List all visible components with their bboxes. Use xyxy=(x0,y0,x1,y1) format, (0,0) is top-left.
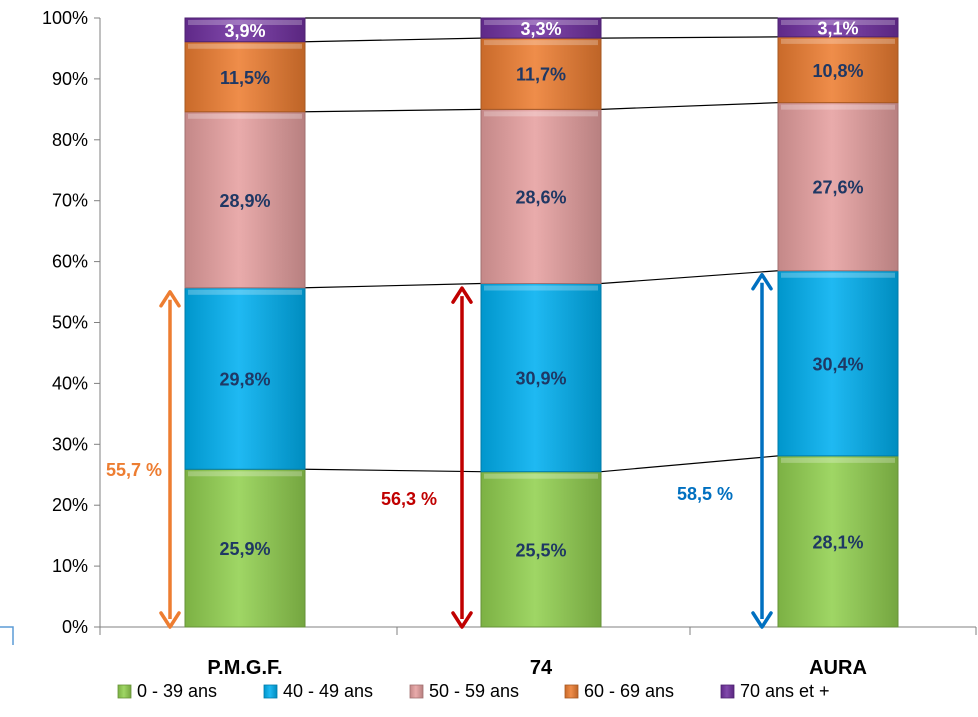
legend-label: 70 ans et + xyxy=(740,681,830,701)
y-tick-label: 60% xyxy=(52,252,88,272)
bar-data-label: 10,8% xyxy=(812,61,863,81)
bar-segment-highlight xyxy=(188,289,302,295)
bar-segment-highlight xyxy=(781,20,895,25)
y-tick-label: 80% xyxy=(52,130,88,150)
legend-label: 0 - 39 ans xyxy=(137,681,217,701)
legend-swatch xyxy=(720,684,735,699)
y-tick-label: 10% xyxy=(52,556,88,576)
bracket-layer: 55,7 % 56,3 % 58,5 % xyxy=(106,272,773,629)
bar-layer: 25,9% 29,8% 28,9% 11,5% 3,9% 25,5% 30,9% 28,6% 1… xyxy=(184,17,899,628)
y-tick-label: 40% xyxy=(52,373,88,393)
axis-layer: 0% 10% 20% 30% 40% 50% 60% 70% 80% 90% 100% P.M.G.F… xyxy=(0,8,977,679)
legend-swatch xyxy=(117,684,132,699)
legend-label: 60 - 69 ans xyxy=(584,681,674,701)
series-connector-line xyxy=(600,102,779,110)
bar-segment-highlight xyxy=(484,473,598,479)
bar-segment-highlight xyxy=(781,38,895,44)
bar-segment xyxy=(480,108,602,285)
bar-data-label: 30,4% xyxy=(812,354,863,374)
bracket-arrow-head-bottom xyxy=(751,611,773,629)
bar-data-label: 25,5% xyxy=(515,540,566,560)
bar-data-label: 30,9% xyxy=(515,369,566,389)
bar-data-label: 29,8% xyxy=(219,370,270,390)
legend-swatch xyxy=(409,684,424,699)
bracket-label: 55,7 % xyxy=(106,460,162,480)
bar-segment xyxy=(777,455,899,628)
bracket-arrow-head-bottom xyxy=(451,611,473,629)
bar-data-label: 28,6% xyxy=(515,187,566,207)
bracket-arrow-head-top xyxy=(751,272,773,291)
series-connector-line xyxy=(304,282,482,289)
bar-segment xyxy=(480,37,602,110)
legend-label: 40 - 49 ans xyxy=(283,681,373,701)
series-connector-line xyxy=(304,37,482,43)
legend-swatch xyxy=(263,684,278,699)
bar-data-label: 3,9% xyxy=(224,21,265,41)
bar-segment-highlight xyxy=(781,457,895,463)
bar-segment-highlight xyxy=(188,471,302,477)
bar-data-label: 3,3% xyxy=(520,19,561,39)
bar-data-label: 28,1% xyxy=(812,532,863,552)
bar-segment xyxy=(184,468,306,628)
bar-segment xyxy=(184,287,306,470)
series-connector-line xyxy=(600,455,779,473)
y-tick-label: 100% xyxy=(42,8,88,28)
x-category-label: P.M.G.F. xyxy=(207,657,282,679)
bar-segment-highlight xyxy=(188,20,302,25)
y-tick-label: 30% xyxy=(52,434,88,454)
bar-data-label: 28,9% xyxy=(219,191,270,211)
series-connector-line xyxy=(304,468,482,473)
bar-segment-highlight xyxy=(781,104,895,110)
bar-segment-highlight xyxy=(781,272,895,278)
bar-segment xyxy=(480,283,602,473)
bracket-label: 58,5 % xyxy=(677,484,733,504)
bar-segment xyxy=(777,102,899,272)
series-connector-line xyxy=(304,108,482,113)
legend-swatch xyxy=(564,684,579,699)
y-tick-label: 50% xyxy=(52,313,88,333)
y-tick-label: 90% xyxy=(52,69,88,89)
series-connector-line xyxy=(600,36,779,39)
bar-data-label: 27,6% xyxy=(812,178,863,198)
bar-segment-highlight xyxy=(484,111,598,117)
bar-segment xyxy=(777,270,899,457)
bar-segment xyxy=(777,17,899,38)
legend-label: 50 - 59 ans xyxy=(429,681,519,701)
x-category-label: 74 xyxy=(530,657,553,679)
chart-legend: 0 - 39 ans 40 - 49 ans 50 - 59 ans 60 - 69 … xyxy=(117,681,830,701)
bar-data-label: 25,9% xyxy=(219,539,270,559)
bracket-arrow-head-bottom xyxy=(159,611,181,629)
y-tick-label: 70% xyxy=(52,191,88,211)
bar-segment xyxy=(184,111,306,289)
bar-data-label: 3,1% xyxy=(817,18,858,38)
series-connector-line xyxy=(600,270,779,285)
bar-segment-highlight xyxy=(188,113,302,119)
x-category-label: AURA xyxy=(809,657,867,679)
bar-segment-highlight xyxy=(484,285,598,291)
bar-segment xyxy=(184,17,306,43)
bar-segment-highlight xyxy=(188,43,302,49)
bracket-label: 56,3 % xyxy=(381,489,437,509)
bracket-arrow-head-top xyxy=(159,290,181,308)
bar-data-label: 11,7% xyxy=(516,65,566,85)
bar-segment xyxy=(480,471,602,628)
bar-data-label: 11,5% xyxy=(220,68,270,88)
y-tick-label: 0% xyxy=(62,617,88,637)
y-tick-label: 20% xyxy=(52,495,88,515)
connector-layer xyxy=(304,17,779,473)
bracket-arrow-head-top xyxy=(451,286,473,304)
edge-marker xyxy=(0,626,14,645)
bar-segment-highlight xyxy=(484,40,598,46)
bar-segment xyxy=(480,17,602,39)
bar-segment-highlight xyxy=(484,20,598,25)
